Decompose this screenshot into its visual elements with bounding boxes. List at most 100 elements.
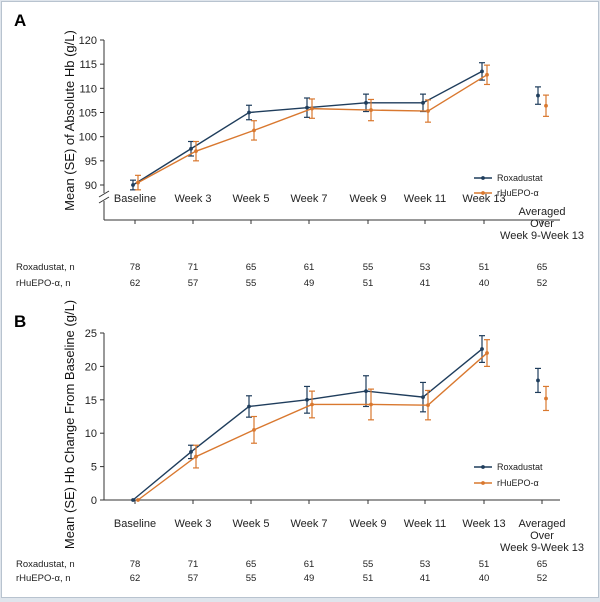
chart1-y-tick-label: 105 [79,108,97,120]
chart2-n-value: 71 [188,559,199,570]
chart2-n-value: 51 [479,559,490,570]
chart2-x-tick-label: Week 9 [349,518,386,530]
chart2-roxadustat-point [305,397,309,402]
chart2-n-value: 52 [537,573,548,584]
chart1-x-tick-label-averaged: Week 9-Week 13 [500,230,584,242]
chart1-n-value: 53 [420,262,431,273]
chart2-rhuepo-point [136,498,140,502]
chart2-x-tick-label-averaged: Week 9-Week 13 [500,542,584,554]
chart1-roxadustat-point [189,146,193,151]
chart2-rhuepo-point [369,402,373,407]
chart2-rhuepo-point [426,403,430,408]
chart2-panel-label: B [14,312,26,331]
chart1-x-tick-label: Week 5 [232,193,269,205]
chart2-n-value: 51 [363,573,374,584]
chart2-y-tick-label: 0 [91,495,97,507]
chart1-n-value: 62 [130,278,141,289]
chart1-x-tick-label-averaged: Over [530,218,554,230]
chart1-n-value: 41 [420,278,431,289]
chart1-legend-roxadustat-marker [481,176,485,180]
chart2-n-value: 65 [246,559,257,570]
chart1-y-tick-label: 110 [79,83,97,95]
chart2-n-row-label: Roxadustat, n [16,559,75,570]
chart2-y-tick-label: 20 [85,361,97,373]
chart2-roxadustat-point [364,389,368,394]
chart2-legend-roxadustat-label: Roxadustat [497,462,543,472]
chart1-roxadustat-point [131,183,135,187]
chart1-roxadustat-point [247,110,251,115]
chart2-x-tick-label: Week 3 [174,518,211,530]
chart2-rhuepo-averaged-point [544,396,548,401]
chart1-y-tick-label: 90 [85,180,97,192]
chart2-legend-roxadustat-marker [481,465,485,469]
chart1-n-value: 55 [363,262,374,273]
chart2-n-value: 57 [188,573,199,584]
chart1-x-tick-label: Baseline [114,193,156,205]
chart1-rhuepo-point [252,128,256,133]
chart2-x-tick-label: Week 13 [462,518,505,530]
chart1-rhuepo-point [194,149,198,154]
chart2-n-value: 61 [304,559,315,570]
chart1-rhuepo-point [369,108,373,112]
chart1-n-value: 51 [479,262,490,273]
chart2-y-tick-label: 25 [85,328,97,340]
chart2-rhuepo-point [310,402,314,407]
chart2-n-value: 78 [130,559,141,570]
chart1-y-axis-title: Mean (SE) of Absolute Hb (g/L) [62,30,77,211]
chart2-roxadustat-point [421,395,425,400]
chart1-x-tick-label: Week 11 [404,193,446,205]
chart2-x-tick-label: Week 11 [404,518,446,530]
chart1-n-value: 40 [479,278,490,289]
chart1-n-value: 65 [246,262,257,273]
chart1-rhuepo-line [137,74,488,184]
chart1-x-tick-label: Week 3 [174,193,211,205]
chart2-legend-rhuepo-label: rHuEPO-α [497,478,539,488]
chart2-n-value: 49 [304,573,315,584]
chart1-legend-roxadustat-label: Roxadustat [497,173,543,183]
chart1-roxadustat-point [480,69,484,74]
chart2-n-value: 65 [537,559,548,570]
chart2-roxadustat-averaged-point [536,378,540,383]
chart2-y-tick-label: 5 [91,462,97,474]
chart1-roxadustat-averaged-point [536,93,540,98]
chart1-legend-rhuepo-marker [481,191,485,195]
chart1-y-tick-label: 95 [85,156,97,168]
chart2-rhuepo-point [194,454,198,459]
chart1-rhuepo-point [136,180,140,185]
chart1-n-value: 78 [130,262,141,273]
chart1-rhuepo-point [426,109,430,113]
chart1-rhuepo-point [485,72,489,77]
chart2-x-tick-label: Baseline [114,518,156,530]
chart1-roxadustat-point [305,105,309,110]
chart1-y-tick-label: 115 [79,59,97,71]
chart1-x-tick-label: Week 9 [349,193,386,205]
chart1-rhuepo-point [310,106,314,111]
chart2-x-tick-label: Week 5 [232,518,269,530]
chart1-x-tick-label: Week 7 [290,193,327,205]
chart1-n-value: 51 [363,278,374,289]
chart1-n-value: 65 [537,262,548,273]
chart1-n-value: 49 [304,278,315,289]
chart2-roxadustat-point [247,404,251,409]
chart2-roxadustat-point [480,347,484,351]
chart2-roxadustat-point [131,498,135,502]
chart1-n-value: 71 [188,262,199,273]
chart2-n-value: 55 [363,559,374,570]
chart1-n-value: 61 [304,262,315,273]
chart2-n-value: 62 [130,573,141,584]
chart2-legend-rhuepo-marker [481,481,485,485]
chart2-x-tick-label-averaged: Over [530,530,554,542]
chart1-n-value: 57 [188,278,199,289]
chart2-x-tick-label: Week 7 [290,518,327,530]
chart1-roxadustat-point [364,100,368,105]
chart1-axis-break-mark [98,190,110,198]
chart2-rhuepo-point [485,351,489,355]
chart1-n-value: 55 [246,278,257,289]
chart2-y-tick-label: 15 [85,395,97,407]
chart2-y-tick-label: 10 [85,428,97,440]
chart2-roxadustat-point [189,450,193,454]
chart1-rhuepo-averaged-point [544,103,548,108]
chart1-axis-break-mark [98,196,110,204]
